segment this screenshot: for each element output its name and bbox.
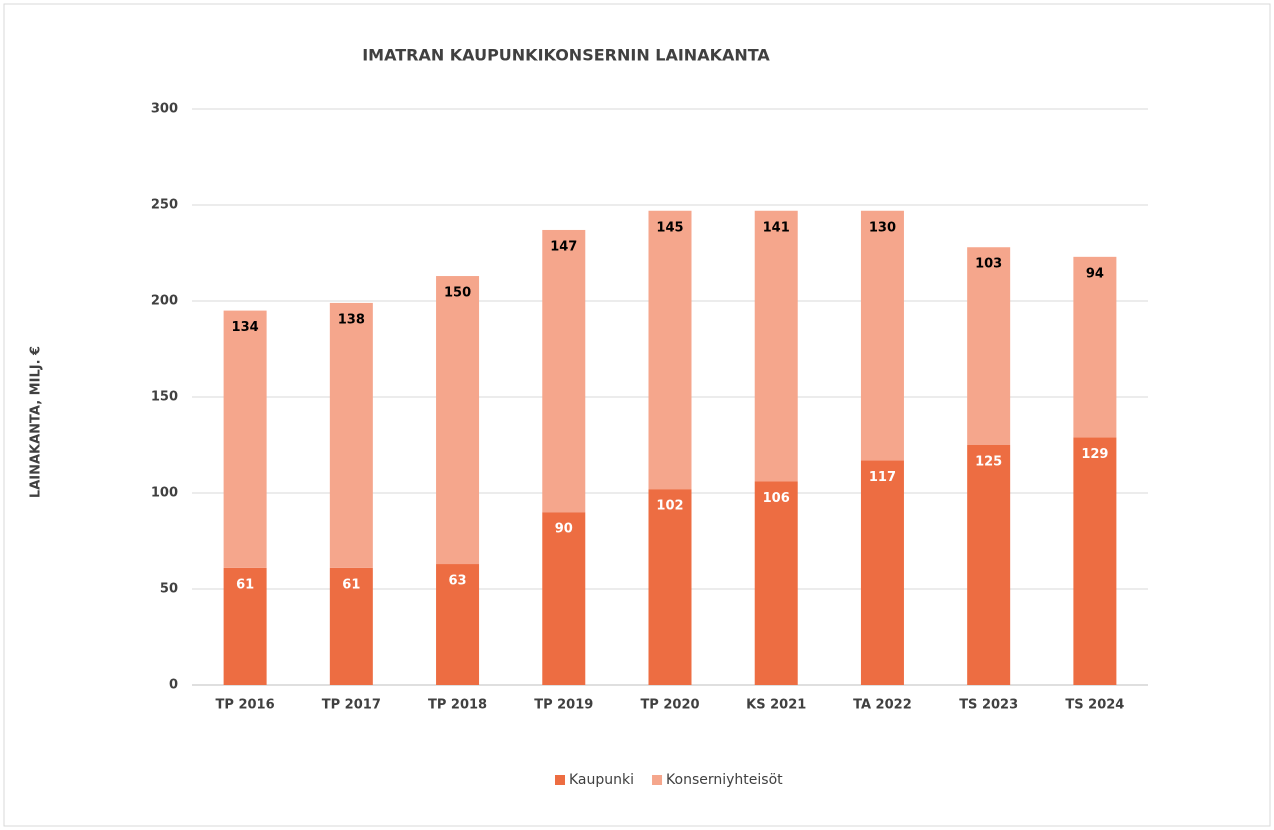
data-label: 94 xyxy=(1086,266,1104,281)
x-tick-label: TP 2016 xyxy=(216,698,275,713)
data-label: 138 xyxy=(338,312,365,327)
y-tick-label: 150 xyxy=(151,390,178,405)
legend-label: Konserniyhteisöt xyxy=(666,772,783,788)
bar-segment xyxy=(542,512,586,685)
data-label: 145 xyxy=(656,220,683,235)
y-tick-label: 300 xyxy=(151,102,178,117)
y-tick-label: 0 xyxy=(169,678,178,693)
data-label: 90 xyxy=(555,522,573,537)
data-label: 134 xyxy=(232,320,259,335)
bar-segment xyxy=(1073,437,1117,685)
bar-segment xyxy=(648,210,692,490)
bar-segment xyxy=(754,210,798,482)
x-tick-label: TA 2022 xyxy=(853,698,912,713)
data-label: 150 xyxy=(444,286,471,301)
legend-swatch xyxy=(652,775,663,785)
data-label: 106 xyxy=(763,491,790,506)
x-tick-label: TS 2024 xyxy=(1065,698,1124,713)
bar-segment xyxy=(436,564,480,685)
bar-segment xyxy=(329,567,373,685)
data-label: 63 xyxy=(449,574,467,589)
bar-segment xyxy=(1073,256,1117,438)
y-axis-label: LAINAKANTA, MILJ. € xyxy=(29,346,44,498)
legend-swatch xyxy=(555,775,565,785)
bar-segment xyxy=(436,276,480,565)
bar-segment xyxy=(967,445,1011,685)
x-tick-label: TS 2023 xyxy=(959,698,1018,713)
bar-segment xyxy=(754,481,798,685)
data-label: 103 xyxy=(975,257,1002,272)
legend-label: Kaupunki xyxy=(569,772,634,788)
data-label: 125 xyxy=(975,455,1002,470)
x-tick-label: TP 2019 xyxy=(534,698,593,713)
bar-segment xyxy=(223,567,267,685)
data-label: 117 xyxy=(869,470,896,485)
data-label: 102 xyxy=(656,499,683,514)
data-label: 141 xyxy=(763,220,790,235)
data-label: 129 xyxy=(1081,447,1108,462)
bar-segment xyxy=(860,210,904,461)
bar-segment xyxy=(860,460,904,685)
data-label: 130 xyxy=(869,220,896,235)
data-label: 61 xyxy=(236,577,254,592)
y-tick-label: 50 xyxy=(160,582,178,597)
x-tick-label: TP 2018 xyxy=(428,698,487,713)
bar-segment xyxy=(329,302,373,568)
x-tick-label: TP 2017 xyxy=(322,698,381,713)
y-tick-label: 250 xyxy=(151,198,178,213)
bar-segment xyxy=(542,229,586,513)
y-tick-label: 200 xyxy=(151,294,178,309)
y-tick-label: 100 xyxy=(151,486,178,501)
x-tick-label: KS 2021 xyxy=(746,698,806,713)
chart-frame xyxy=(3,3,1271,827)
x-tick-label: TP 2020 xyxy=(640,698,699,713)
data-label: 147 xyxy=(550,239,577,254)
chart-title: IMATRAN KAUPUNKIKONSERNIN LAINAKANTA xyxy=(362,46,770,65)
data-label: 61 xyxy=(342,577,360,592)
bar-segment xyxy=(223,310,267,568)
bar-segment xyxy=(648,489,692,685)
bar-segment xyxy=(967,247,1011,445)
